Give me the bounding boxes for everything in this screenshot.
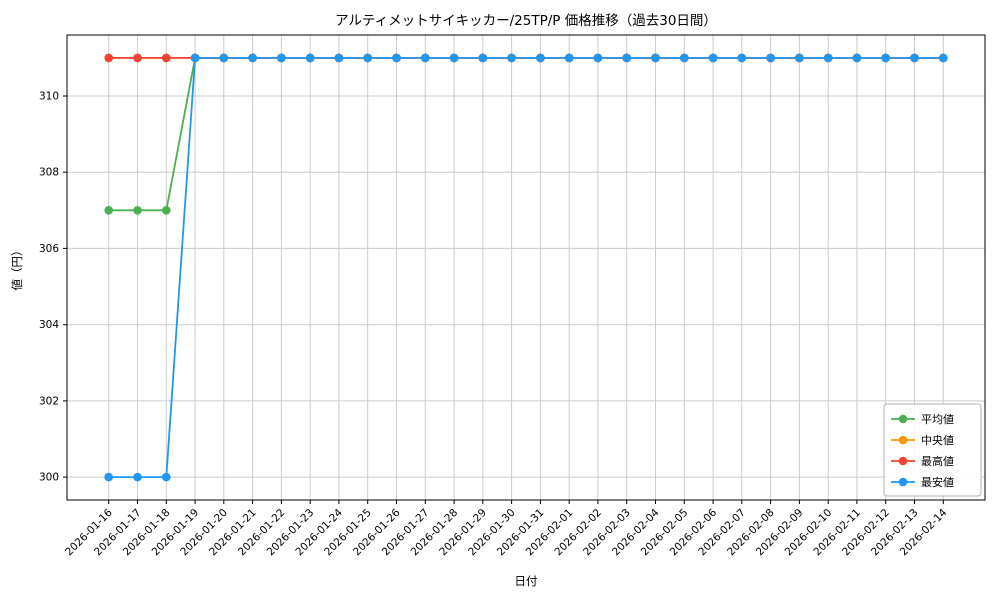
data-point — [622, 53, 631, 63]
data-point — [737, 53, 747, 63]
y-axis-label: 値（円） — [10, 245, 24, 291]
legend-item: 平均値 — [891, 413, 954, 426]
legend-label: 最高値 — [921, 454, 954, 468]
legend-label: 最安値 — [921, 475, 954, 489]
legend-item: 最安値 — [891, 475, 954, 489]
data-point — [708, 53, 718, 63]
data-point — [536, 53, 545, 63]
legend-label: 中央値 — [921, 434, 954, 447]
series-line-3 — [108, 57, 944, 479]
data-point — [823, 53, 833, 63]
data-point — [133, 53, 142, 63]
data-point — [104, 206, 113, 215]
data-point — [939, 53, 948, 63]
data-point — [277, 53, 286, 63]
legend-item: 中央値 — [891, 434, 954, 447]
data-point — [219, 53, 229, 63]
data-point — [449, 53, 459, 63]
legend-marker — [898, 456, 908, 466]
data-point — [248, 53, 257, 63]
legend-label: 平均値 — [921, 413, 954, 426]
axes-spines — [66, 34, 986, 501]
data-point — [680, 53, 689, 63]
y-tick-label: 308 — [39, 167, 59, 179]
data-point — [334, 53, 344, 63]
data-point — [104, 472, 113, 482]
plot-background — [67, 35, 985, 500]
data-point — [910, 53, 919, 63]
data-point — [478, 53, 488, 63]
data-point — [507, 53, 516, 63]
y-tick-label: 302 — [39, 395, 59, 407]
y-tick-label: 304 — [39, 319, 59, 331]
data-point — [104, 53, 113, 63]
data-point — [190, 53, 200, 63]
chart-title: アルティメットサイキッカー/25TP/P 価格推移（過去30日間） — [335, 13, 717, 29]
data-point — [564, 53, 574, 63]
y-tick-label: 300 — [39, 472, 59, 484]
data-point — [795, 53, 804, 63]
data-point — [852, 53, 862, 63]
legend-box — [883, 403, 982, 497]
data-point — [305, 53, 315, 63]
data-point — [421, 53, 430, 63]
y-tick-label: 306 — [39, 243, 59, 255]
data-point — [766, 53, 775, 63]
data-point — [133, 472, 142, 482]
legend-marker — [898, 435, 908, 445]
data-point — [162, 53, 171, 63]
legend-marker — [898, 477, 908, 487]
legend-item: 最高値 — [891, 454, 954, 468]
data-point — [162, 472, 171, 482]
data-point — [133, 206, 142, 215]
data-point — [651, 53, 660, 63]
data-point — [593, 53, 603, 63]
data-point — [392, 53, 401, 63]
data-point — [162, 206, 171, 215]
x-axis-label: 日付 — [515, 574, 538, 588]
data-point — [363, 53, 373, 63]
y-tick-label: 310 — [39, 91, 59, 103]
legend-marker — [898, 414, 908, 424]
data-point — [881, 53, 890, 63]
